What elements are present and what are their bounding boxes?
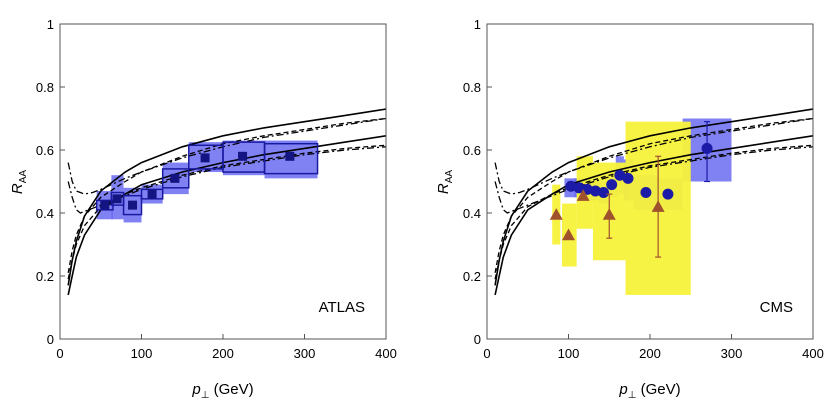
atlas-x-tick-label: 100 bbox=[131, 346, 153, 361]
cms-panel-label: CMS bbox=[760, 299, 793, 316]
cms-x-tick-label: 100 bbox=[558, 346, 580, 361]
cms-x-axis-label: p⊥ (GeV) bbox=[618, 381, 680, 401]
cms-y-tick-label: 0.2 bbox=[463, 269, 481, 284]
atlas-theory-curve-solid bbox=[67, 135, 386, 296]
atlas-uncertainty-outline bbox=[161, 168, 190, 189]
cms-x-tick-label: 0 bbox=[483, 346, 490, 361]
cms-data-point-circle bbox=[640, 187, 652, 199]
atlas-y-tick-label: 0.6 bbox=[36, 143, 54, 158]
cms-data-point-circle bbox=[662, 188, 674, 200]
cms-data-point-triangle bbox=[562, 228, 575, 241]
atlas-y-tick-label: 1 bbox=[47, 17, 54, 32]
atlas-data-point-square bbox=[100, 200, 110, 210]
cms-data-point-triangle bbox=[549, 208, 563, 220]
cms-data-point-circle bbox=[622, 172, 634, 184]
cms-y-tick-label: 0.4 bbox=[463, 206, 481, 221]
atlas-data-point-square bbox=[170, 173, 180, 183]
atlas-panel-label: ATLAS bbox=[319, 299, 365, 316]
cms-data-point-triangle bbox=[651, 200, 665, 212]
atlas-data-point-square bbox=[112, 194, 122, 204]
atlas-y-tick-label: 0 bbox=[47, 332, 54, 347]
cms-y-tick-label: 1 bbox=[474, 17, 481, 32]
cms-theory-curve-solid bbox=[494, 108, 813, 286]
cms-y-tick-label: 0 bbox=[474, 332, 481, 347]
atlas-x-tick-label: 0 bbox=[56, 346, 63, 361]
cms-data-point-circle bbox=[701, 142, 713, 154]
atlas-y-axis-label: RAA bbox=[9, 170, 29, 195]
atlas-data-point-square bbox=[285, 151, 295, 161]
atlas-data-point-square bbox=[128, 200, 138, 210]
atlas-x-axis-label: p⊥ (GeV) bbox=[191, 381, 253, 401]
atlas-theory-curve-dashed bbox=[67, 144, 386, 280]
atlas-uncertainty-outline bbox=[263, 142, 319, 175]
atlas-x-tick-label: 300 bbox=[294, 346, 316, 361]
cms-data-point-circle bbox=[606, 179, 618, 191]
atlas-y-tick-label: 0.4 bbox=[36, 206, 54, 221]
atlas-y-tick-label: 0.2 bbox=[36, 269, 54, 284]
atlas-uncertainty-outline bbox=[140, 188, 164, 200]
atlas-theory-curve-dashdot bbox=[67, 117, 386, 195]
cms-theory-curve-dashed bbox=[494, 144, 813, 280]
cms-y-tick-label: 0.8 bbox=[463, 80, 481, 95]
cms-x-tick-label: 400 bbox=[802, 346, 824, 361]
cms-theory-curve-dashdot bbox=[494, 117, 813, 195]
atlas-uncertainty-outline bbox=[122, 194, 143, 216]
atlas-plot-frame bbox=[59, 23, 387, 340]
cms-data-point-circle bbox=[589, 185, 601, 197]
cms-y-tick-label: 0.6 bbox=[463, 143, 481, 158]
cms-data-point-triangle bbox=[602, 208, 616, 220]
cms-x-tick-label: 200 bbox=[639, 346, 661, 361]
atlas-theory-curve-solid bbox=[67, 108, 386, 286]
cms-theory-curve-dashed bbox=[494, 117, 813, 274]
atlas-data-point-square bbox=[200, 153, 210, 163]
cms-panel: 0 100 200 300 400 0 0.2 0.4 0.6 0.8 1 CMS p⊥ (GeV)… bbox=[435, 17, 824, 401]
cms-data-point-circle bbox=[573, 182, 585, 194]
atlas-theory-curve-dashed bbox=[67, 117, 386, 274]
atlas-panel: 0 100 200 300 400 0 0.2 0.4 0.6 0.8 1 ATLAS p⊥ (Ge… bbox=[9, 17, 397, 401]
cms-theory-curve-dashdot bbox=[494, 146, 813, 214]
atlas-x-tick-label: 400 bbox=[375, 346, 397, 361]
cms-data-point-triangle bbox=[576, 189, 590, 201]
cms-y-axis-label: RAA bbox=[435, 170, 455, 195]
atlas-x-tick-label: 200 bbox=[212, 346, 234, 361]
cms-x-tick-label: 300 bbox=[721, 346, 743, 361]
atlas-data-point-square bbox=[238, 151, 248, 161]
atlas-data-point-square bbox=[147, 189, 157, 199]
cms-data-point-circle bbox=[598, 187, 610, 199]
atlas-y-tick-label: 0.8 bbox=[36, 80, 54, 95]
cms-data-point-circle bbox=[565, 180, 577, 192]
atlas-theory-curve-dashdot bbox=[67, 146, 386, 214]
